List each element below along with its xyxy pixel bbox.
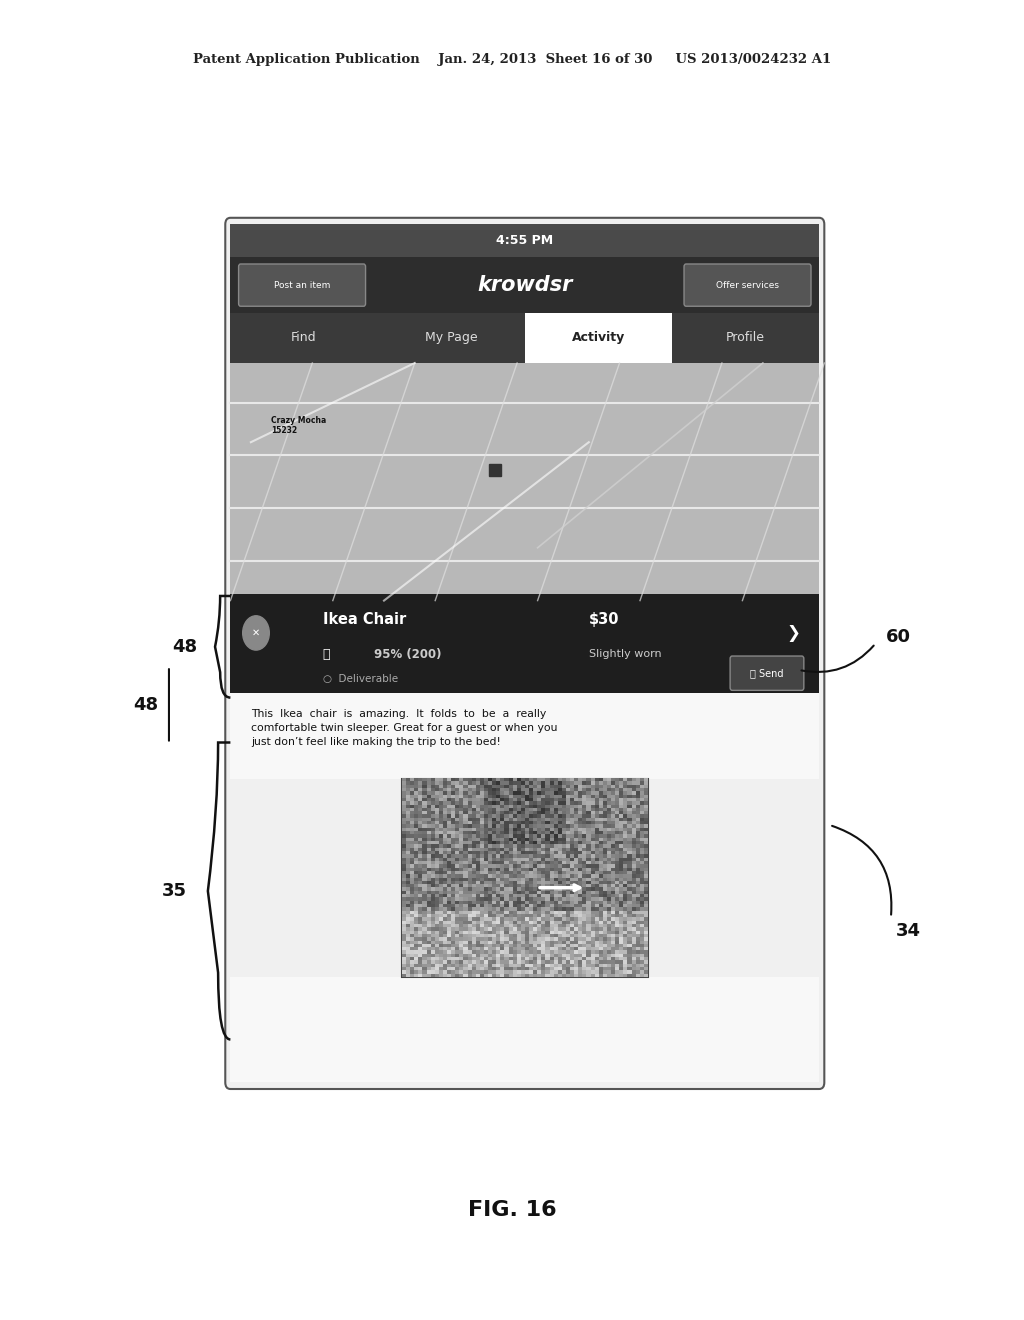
FancyBboxPatch shape	[230, 977, 819, 1082]
FancyBboxPatch shape	[230, 313, 819, 363]
FancyBboxPatch shape	[230, 257, 819, 313]
Text: ○  Deliverable: ○ Deliverable	[323, 675, 397, 684]
FancyBboxPatch shape	[401, 779, 647, 977]
Text: 60: 60	[886, 628, 910, 645]
Text: 48: 48	[172, 638, 197, 656]
FancyBboxPatch shape	[225, 218, 824, 1089]
Text: My Page: My Page	[425, 331, 477, 345]
Text: Offer services: Offer services	[716, 281, 779, 289]
Text: $30: $30	[589, 611, 620, 627]
Text: Find: Find	[291, 331, 316, 345]
Text: Post an item: Post an item	[273, 281, 331, 289]
Text: This  Ikea  chair  is  amazing.  It  folds  to  be  a  really
comfortable twin s: This Ikea chair is amazing. It folds to …	[251, 709, 557, 747]
Text: ✕: ✕	[252, 628, 260, 638]
Text: 35: 35	[162, 882, 186, 900]
Text: 4:55 PM: 4:55 PM	[497, 235, 553, 247]
FancyBboxPatch shape	[730, 656, 804, 690]
Text: 👍: 👍	[323, 648, 330, 661]
FancyBboxPatch shape	[239, 264, 366, 306]
Text: Profile: Profile	[726, 331, 765, 345]
Text: Slightly worn: Slightly worn	[589, 649, 662, 659]
FancyBboxPatch shape	[230, 693, 819, 779]
FancyBboxPatch shape	[684, 264, 811, 306]
Text: Ikea Chair: Ikea Chair	[323, 611, 406, 627]
Text: Patent Application Publication    Jan. 24, 2013  Sheet 16 of 30     US 2013/0024: Patent Application Publication Jan. 24, …	[193, 53, 831, 66]
Text: ❯: ❯	[786, 624, 801, 642]
Text: Crazy Mocha
15232: Crazy Mocha 15232	[271, 416, 327, 436]
Text: 48: 48	[133, 696, 159, 714]
FancyBboxPatch shape	[230, 363, 819, 601]
Text: Activity: Activity	[571, 331, 625, 345]
FancyBboxPatch shape	[230, 594, 819, 693]
Text: 95% (200): 95% (200)	[374, 648, 441, 661]
Text: krowdsr: krowdsr	[477, 275, 572, 296]
Text: 💬 Send: 💬 Send	[751, 668, 783, 678]
Text: FIG. 16: FIG. 16	[468, 1200, 556, 1221]
Text: 34: 34	[896, 921, 921, 940]
FancyBboxPatch shape	[230, 224, 819, 257]
Circle shape	[243, 615, 269, 651]
FancyBboxPatch shape	[524, 313, 672, 363]
